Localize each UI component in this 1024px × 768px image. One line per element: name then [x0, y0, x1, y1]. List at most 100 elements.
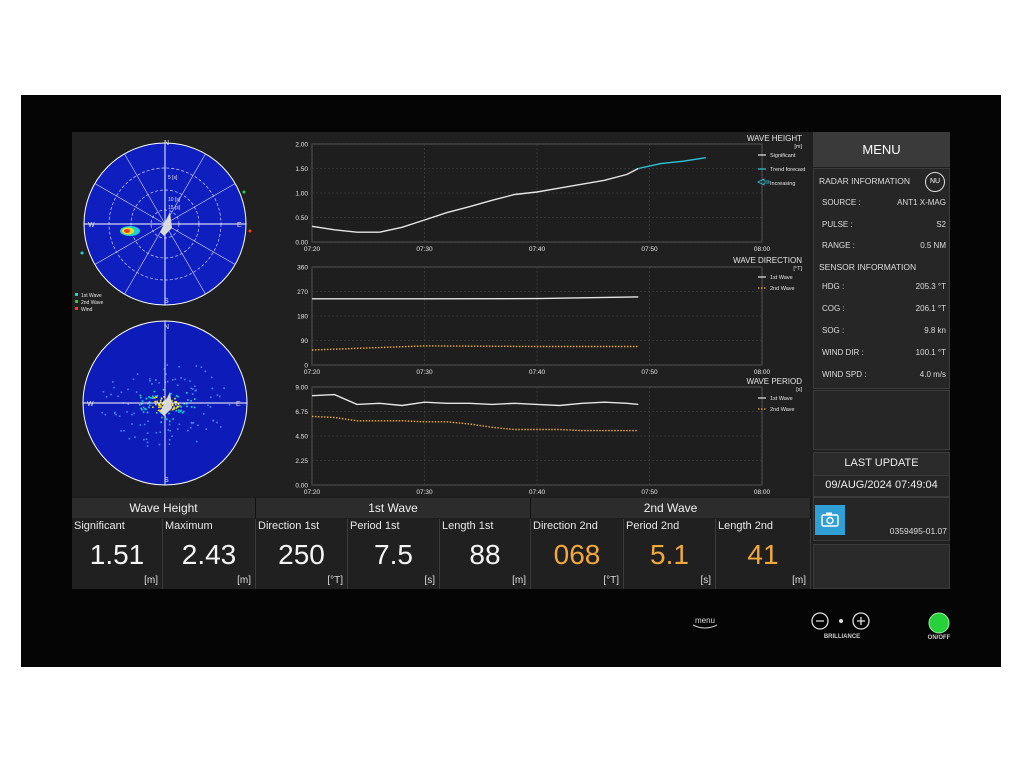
radar-speck	[204, 370, 207, 373]
readout-unit: [°T]	[327, 575, 343, 586]
radar-speck	[152, 395, 154, 397]
x-tick-label: 07:40	[529, 246, 546, 253]
legend-label: 2nd Wave	[770, 286, 795, 292]
radar-speck	[161, 403, 164, 406]
x-tick-label: 07:40	[529, 369, 546, 376]
radar-speck	[168, 443, 171, 445]
cog-row: COG : 206.1 °T	[814, 304, 949, 326]
radar-speck	[154, 396, 156, 399]
radar-speck	[159, 431, 162, 434]
x-tick-label: 07:40	[529, 489, 546, 496]
x-tick-label: 07:20	[304, 246, 321, 253]
source-value: ANT1 X-MAG	[897, 198, 946, 207]
radar-speck	[189, 380, 191, 382]
polar-spoke	[124, 223, 166, 295]
radar-speck	[146, 441, 149, 444]
x-tick-label: 08:00	[754, 246, 771, 253]
radar-speck	[155, 432, 158, 434]
radar-speck	[176, 384, 179, 387]
readout-unit: [s]	[424, 575, 435, 586]
legend-label: 2nd Wave	[770, 407, 795, 413]
ring-label-10: 10 [s]	[168, 197, 181, 203]
readout-value: 88	[469, 539, 501, 570]
series-line-0	[311, 167, 639, 233]
radar-speck	[171, 399, 173, 402]
readout-value: 41	[747, 539, 779, 570]
power-label: ON/OFF	[927, 635, 951, 641]
polar-spoke	[164, 153, 206, 225]
radar-speck	[165, 373, 167, 375]
radar-speck	[159, 409, 161, 412]
wind-spd-value: 4.0 m/s	[919, 370, 946, 379]
pulse-row: PULSE : S2	[814, 220, 949, 242]
increasing-icon	[757, 178, 770, 186]
readout-length-2nd: Length 2nd 41 [m]	[716, 519, 811, 589]
x-tick-label: 07:20	[304, 489, 321, 496]
radar-speck	[128, 437, 131, 440]
radar-speck	[176, 428, 179, 430]
radar-speck	[191, 393, 194, 395]
radar-speck	[152, 406, 154, 408]
brilliance-plus-icon[interactable]	[852, 612, 870, 630]
radar-speck	[182, 410, 185, 413]
radar-speck	[147, 420, 149, 422]
readout-value: 250	[278, 539, 325, 570]
chart-unit: [s]	[796, 387, 802, 393]
readout-name: Length 2nd	[718, 520, 774, 532]
menu-button[interactable]: MENU	[813, 132, 950, 167]
source-key: SOURCE :	[822, 198, 861, 207]
radar-speck	[203, 413, 205, 415]
radar-speck	[190, 421, 193, 424]
hardware-menu-button[interactable]: menu	[690, 613, 720, 631]
radar-speck	[154, 379, 157, 381]
radar-speck	[136, 373, 139, 375]
brilliance-sun-icon	[839, 619, 843, 623]
radar-speck	[156, 400, 158, 403]
radar-speck	[174, 378, 177, 381]
sog-value: 9.8 kn	[924, 326, 946, 335]
radar-speck	[133, 412, 135, 415]
polar-legend-1st: 1st Wave	[81, 293, 102, 299]
radar-speck	[178, 423, 181, 426]
readout-name: Direction 2nd	[533, 520, 598, 532]
sog-row: SOG : 9.8 kn	[814, 326, 949, 348]
chart-title: WAVE HEIGHT	[747, 134, 802, 143]
radar-speck	[151, 383, 153, 385]
camera-button[interactable]	[815, 505, 845, 535]
radar-speck	[143, 423, 146, 426]
radar-speck	[174, 401, 176, 403]
radar-speck	[149, 380, 151, 382]
wind-dir-row: WIND DIR : 100.1 °T	[814, 348, 949, 370]
polar-spoke	[164, 223, 236, 265]
radar-e-label: E	[236, 401, 241, 408]
readout-unit: [m]	[237, 575, 251, 586]
y-tick-label: 6.75	[295, 409, 308, 416]
nu-button[interactable]: NU	[925, 172, 945, 192]
power-button[interactable]: ON/OFF	[922, 611, 956, 647]
radar-speck	[172, 408, 175, 410]
readout-unit: [m]	[144, 575, 158, 586]
polar-spoke	[124, 153, 166, 225]
radar-speck	[159, 399, 162, 402]
radar-speck	[166, 418, 168, 421]
brilliance-icons	[811, 612, 870, 630]
radar-speck	[170, 392, 172, 395]
brilliance-minus-icon[interactable]	[811, 612, 829, 630]
x-tick-label: 07:50	[641, 246, 658, 253]
radar-speck	[171, 408, 174, 411]
legend-label: Significant	[770, 153, 796, 159]
radar-s-label: S	[164, 477, 169, 484]
polar-spoke	[94, 223, 166, 265]
radar-n-label: N	[164, 324, 169, 331]
series-line-0	[312, 296, 639, 300]
radar-speck	[166, 364, 168, 366]
radar-speck	[113, 412, 116, 415]
radar-speck	[140, 407, 142, 410]
radar-speck	[104, 413, 107, 416]
radar-speck	[177, 395, 179, 398]
radar-speck	[220, 426, 222, 428]
radar-speck	[158, 382, 160, 384]
radar-speck	[197, 424, 199, 427]
y-tick-label: 180	[297, 314, 308, 321]
polar-spoke	[164, 183, 236, 225]
